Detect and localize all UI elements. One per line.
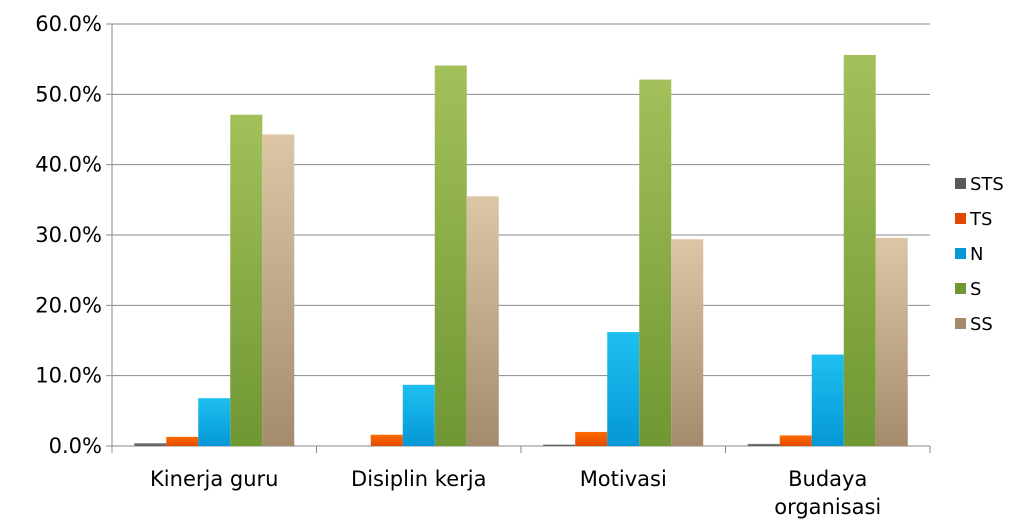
- labels: 0.0% 10.0% 20.0% 30.0% 40.0% 50.0% 60.0% Kinerj…: [35, 12, 881, 519]
- bar-s-3: [843, 54, 876, 447]
- bar-n-2: [607, 332, 640, 446]
- legend-label-sts: STS: [970, 174, 1004, 195]
- legend-label-ss: SS: [970, 314, 993, 335]
- x-tick-label: Disiplin kerja: [351, 467, 486, 491]
- x-tick-label: Kinerja guru: [150, 467, 278, 491]
- bar-ss-1: [466, 196, 499, 446]
- bar-ss-2: [671, 239, 704, 446]
- legend-swatch-ss: [955, 318, 966, 329]
- y-tick-label: 30.0%: [35, 223, 102, 247]
- y-tick-label: 60.0%: [35, 12, 102, 36]
- y-tick-label: 0.0%: [49, 434, 102, 458]
- legend-swatch-ts: [955, 213, 966, 224]
- bar-sts-0: [134, 443, 167, 446]
- bar-ts-0: [166, 436, 199, 446]
- legend-swatch-n: [955, 248, 966, 259]
- legend-swatch-s: [955, 283, 966, 294]
- legend-swatch-sts: [955, 178, 966, 189]
- bar-ts-2: [575, 431, 608, 446]
- legend-label-s: S: [970, 279, 981, 300]
- bar-ss-3: [875, 237, 908, 446]
- bar-s-1: [434, 65, 467, 446]
- bar-n-0: [198, 398, 231, 446]
- bar-ss-0: [262, 134, 295, 446]
- bar-s-0: [230, 114, 263, 446]
- x-tick-label: organisasi: [774, 495, 881, 519]
- bar-sts-2: [543, 444, 576, 446]
- y-tick-label: 40.0%: [35, 153, 102, 177]
- bars: [134, 54, 908, 447]
- y-tick-label: 10.0%: [35, 364, 102, 388]
- bar-n-1: [402, 384, 435, 446]
- y-tick-label: 20.0%: [35, 293, 102, 317]
- bar-ts-1: [370, 434, 403, 446]
- x-tick-label: Motivasi: [580, 467, 667, 491]
- axes: [106, 23, 931, 453]
- bar-s-2: [639, 79, 672, 447]
- bar-ts-3: [779, 435, 812, 446]
- bar-sts-3: [747, 443, 780, 446]
- legend-label-ts: TS: [969, 209, 992, 230]
- x-tick-label: Budaya: [788, 467, 867, 491]
- legend-label-n: N: [970, 244, 983, 265]
- bar-n-3: [811, 354, 844, 446]
- y-tick-label: 50.0%: [35, 82, 102, 106]
